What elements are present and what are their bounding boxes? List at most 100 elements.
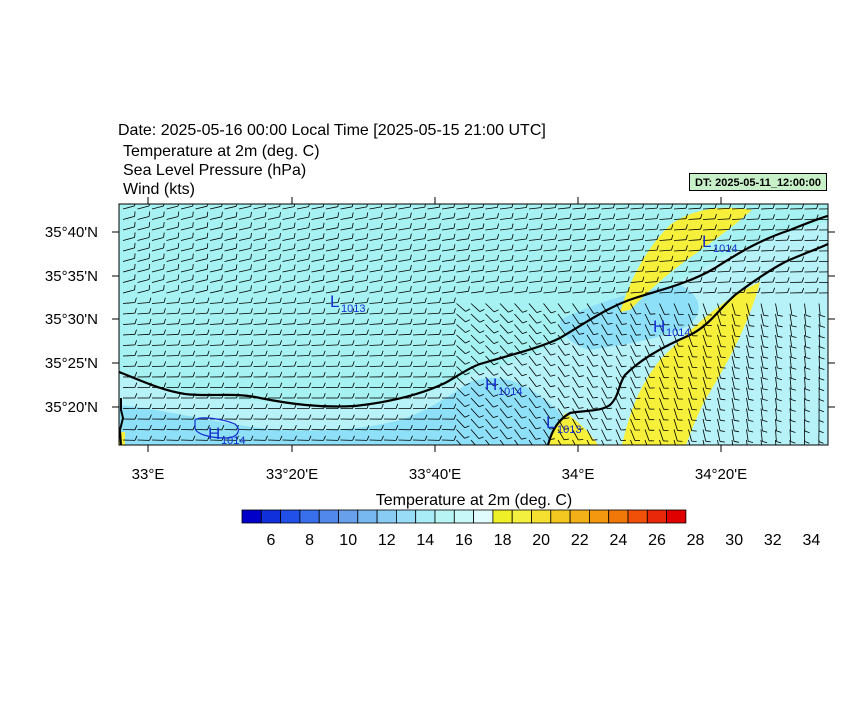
wind-barb-feather bbox=[507, 341, 513, 345]
colorbar-swatch bbox=[646, 509, 667, 524]
wind-barb bbox=[427, 259, 440, 262]
wind-barb bbox=[311, 302, 324, 304]
wind-barb bbox=[180, 258, 193, 262]
wind-barb-feather bbox=[777, 335, 783, 338]
wind-barb-feather bbox=[366, 435, 370, 441]
wind-barb-feather bbox=[279, 233, 281, 239]
wind-barb bbox=[238, 237, 251, 241]
wind-barb-feather bbox=[816, 204, 819, 209]
wind-barb-feather bbox=[148, 242, 151, 249]
wind-barb-feather bbox=[294, 361, 297, 367]
wind-barb-feather bbox=[381, 414, 384, 420]
wind-barb-feather bbox=[149, 297, 152, 303]
wind-barb bbox=[166, 258, 179, 262]
wind-barb-feather bbox=[134, 361, 138, 367]
wind-barb-feather bbox=[177, 204, 179, 207]
wind-barb bbox=[630, 408, 636, 420]
wind-barb bbox=[572, 418, 579, 430]
wind-barb bbox=[514, 217, 527, 220]
wind-barb-feather bbox=[134, 221, 136, 227]
wind-barb bbox=[398, 248, 411, 252]
wind-barb bbox=[137, 302, 150, 304]
wind-barb bbox=[238, 248, 251, 252]
wind-barb bbox=[557, 291, 570, 294]
wind-barb bbox=[470, 345, 480, 355]
wind-barb-feather bbox=[279, 285, 281, 291]
wind-barb-feather bbox=[366, 350, 369, 356]
wind-barb bbox=[615, 334, 623, 346]
wind-barb bbox=[673, 345, 679, 357]
wind-barb-feather bbox=[235, 285, 238, 291]
wind-barb-feather bbox=[294, 340, 297, 346]
wind-barb-feather bbox=[787, 235, 790, 241]
wind-barb bbox=[543, 418, 551, 430]
wind-barb bbox=[818, 324, 821, 337]
wind-barb-feather bbox=[366, 425, 370, 430]
colorbar-swatch bbox=[376, 509, 397, 524]
wind-barb bbox=[499, 397, 508, 408]
wind-barb-feather bbox=[395, 308, 398, 314]
wind-barb-feather bbox=[535, 406, 541, 409]
wind-barb-feather bbox=[453, 308, 456, 314]
wind-barb bbox=[615, 366, 622, 378]
wind-barb-feather bbox=[178, 382, 181, 388]
wind-barb-feather bbox=[279, 264, 281, 270]
wind-barb bbox=[340, 355, 353, 357]
wind-barb-feather bbox=[700, 287, 703, 293]
wind-barb-feather bbox=[507, 448, 512, 449]
wind-barb bbox=[543, 228, 556, 231]
wind-barb bbox=[615, 397, 622, 410]
wind-barb-feather bbox=[482, 204, 485, 208]
wind-barb bbox=[122, 268, 135, 273]
wind-barb bbox=[601, 291, 614, 294]
wind-barb-feather bbox=[627, 244, 630, 251]
wind-barb-feather bbox=[424, 318, 427, 324]
wind-barb bbox=[340, 290, 353, 294]
wind-barb bbox=[470, 290, 483, 294]
wind-barb-feather bbox=[493, 362, 499, 366]
wind-barb bbox=[543, 324, 552, 335]
wind-barb-feather bbox=[337, 318, 340, 324]
wind-barb bbox=[572, 270, 585, 273]
wind-barb bbox=[644, 281, 658, 283]
wind-barb-feather bbox=[511, 244, 514, 250]
wind-barb-feather bbox=[265, 340, 268, 346]
wind-barb-feather bbox=[439, 361, 442, 367]
wind-barb bbox=[717, 271, 730, 273]
wind-barb-feather bbox=[468, 286, 470, 292]
wind-barb bbox=[166, 247, 179, 252]
wind-barb bbox=[151, 205, 164, 210]
wind-barb bbox=[760, 250, 774, 252]
wind-barb-feather bbox=[337, 340, 340, 346]
wind-barb-feather bbox=[776, 399, 782, 402]
colorbar-swatch bbox=[569, 509, 590, 524]
wind-barb bbox=[398, 344, 411, 346]
wind-barb-feather bbox=[801, 245, 805, 251]
wind-barb bbox=[702, 408, 707, 421]
wind-barb bbox=[456, 269, 469, 273]
wind-barb-feather bbox=[134, 284, 136, 290]
wind-barb bbox=[586, 355, 594, 367]
wind-barb-feather bbox=[831, 288, 833, 293]
wind-barb bbox=[398, 312, 411, 315]
coastline-north bbox=[119, 214, 828, 408]
wind-barb-feather bbox=[308, 308, 311, 314]
wind-barb-feather bbox=[526, 276, 528, 282]
wind-barb-feather bbox=[497, 212, 499, 218]
wind-barb-feather bbox=[380, 275, 383, 281]
wind-barb-feather bbox=[134, 435, 138, 441]
wind-barb bbox=[557, 303, 566, 314]
wind-barb bbox=[325, 355, 339, 357]
wind-barb-feather bbox=[550, 311, 556, 314]
wind-barb bbox=[601, 313, 609, 325]
colorbar-swatch bbox=[260, 509, 281, 524]
lon-label-5: 34°20'E bbox=[695, 466, 747, 483]
wind-barb bbox=[470, 238, 483, 241]
wind-barb bbox=[267, 302, 281, 304]
title-pressure: Sea Level Pressure (hPa) bbox=[123, 162, 307, 179]
wind-barb bbox=[470, 259, 483, 262]
wind-barb bbox=[804, 324, 807, 337]
wind-barb bbox=[238, 355, 252, 357]
wind-barb-feather bbox=[720, 367, 726, 369]
wind-barb bbox=[238, 344, 252, 346]
